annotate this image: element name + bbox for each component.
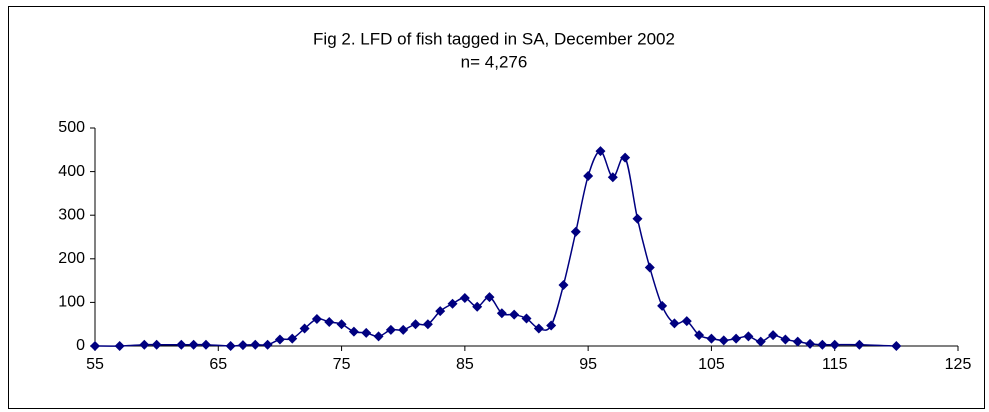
point-marker — [829, 339, 840, 350]
point-marker — [891, 341, 902, 351]
point-marker — [669, 318, 680, 329]
point-marker — [348, 326, 359, 337]
x-tick-label: 115 — [822, 356, 848, 373]
point-marker — [472, 301, 483, 312]
point-marker — [114, 341, 125, 351]
point-marker — [299, 323, 310, 334]
point-marker — [151, 339, 162, 350]
point-marker — [768, 330, 779, 341]
point-marker — [287, 333, 298, 344]
point-marker — [681, 316, 692, 327]
point-marker — [546, 320, 557, 331]
point-marker — [620, 152, 631, 163]
point-marker — [237, 340, 248, 351]
point-marker — [657, 300, 668, 311]
point-marker — [373, 331, 384, 342]
point-marker — [595, 146, 606, 157]
point-marker — [521, 313, 532, 324]
y-tick-label: 400 — [58, 163, 85, 180]
point-marker — [570, 226, 581, 237]
point-marker — [274, 334, 285, 345]
point-marker — [435, 306, 446, 317]
x-tick-label: 75 — [333, 356, 351, 373]
x-tick-label: 65 — [209, 356, 227, 373]
point-marker — [718, 335, 729, 346]
point-marker — [90, 341, 100, 351]
x-tick-label: 85 — [456, 356, 474, 373]
point-marker — [459, 293, 470, 304]
point-marker — [706, 333, 717, 344]
point-marker — [200, 339, 211, 350]
point-marker — [792, 336, 803, 347]
x-tick-label: 55 — [86, 356, 104, 373]
point-marker — [176, 339, 187, 350]
point-marker — [336, 319, 347, 330]
y-tick-label: 0 — [76, 337, 85, 354]
point-marker — [496, 308, 507, 319]
chart-subtitle: n= 4,276 — [461, 52, 528, 71]
point-marker — [398, 324, 409, 335]
point-marker — [854, 339, 865, 350]
point-marker — [139, 339, 150, 350]
y-tick-label: 100 — [58, 294, 85, 311]
point-marker — [743, 331, 754, 342]
point-marker — [558, 279, 569, 290]
y-tick-label: 300 — [58, 206, 85, 223]
point-marker — [225, 341, 236, 351]
point-marker — [188, 339, 199, 350]
point-marker — [509, 309, 520, 320]
x-tick-label: 105 — [698, 356, 725, 373]
point-marker — [484, 292, 495, 303]
point-marker — [694, 330, 705, 341]
y-tick-label: 200 — [58, 250, 85, 267]
point-marker — [780, 334, 791, 345]
x-tick-label: 95 — [579, 356, 597, 373]
point-marker — [385, 324, 396, 335]
point-marker — [632, 213, 643, 224]
point-marker — [311, 313, 322, 324]
point-marker — [731, 333, 742, 344]
point-marker — [324, 317, 335, 328]
point-marker — [262, 339, 273, 350]
point-marker — [422, 319, 433, 330]
point-marker — [755, 336, 766, 347]
point-marker — [533, 323, 544, 334]
point-marker — [817, 339, 828, 350]
point-marker — [410, 319, 421, 330]
point-marker — [805, 338, 816, 349]
chart-title: Fig 2. LFD of fish tagged in SA, Decembe… — [313, 29, 675, 48]
point-marker — [447, 298, 458, 309]
x-tick-label: 125 — [945, 356, 972, 373]
point-marker — [583, 170, 594, 181]
point-marker — [361, 327, 372, 338]
y-tick-label: 500 — [58, 119, 85, 136]
point-marker — [250, 339, 261, 350]
point-marker — [607, 172, 618, 183]
point-marker — [644, 262, 655, 273]
